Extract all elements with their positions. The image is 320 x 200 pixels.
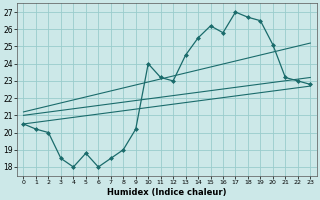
X-axis label: Humidex (Indice chaleur): Humidex (Indice chaleur): [107, 188, 227, 197]
